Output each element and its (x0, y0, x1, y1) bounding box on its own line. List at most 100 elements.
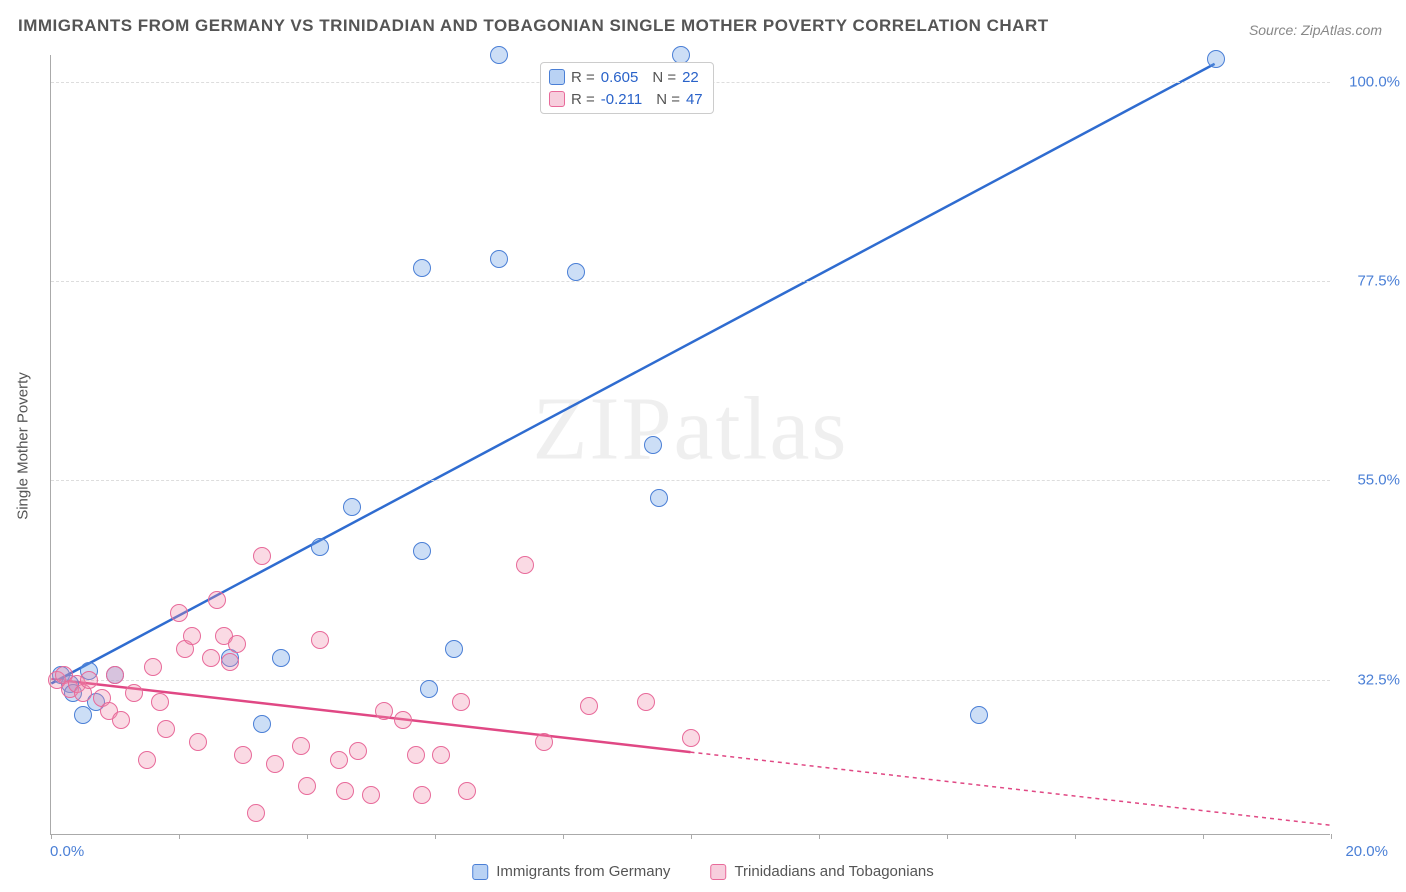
y-axis-tick: 77.5% (1340, 273, 1400, 290)
legend-swatch (710, 864, 726, 880)
scatter-point (247, 804, 265, 822)
legend-swatch (549, 69, 565, 85)
scatter-point (266, 755, 284, 773)
scatter-point (413, 786, 431, 804)
x-axis-tick-mark (947, 834, 948, 839)
legend-r-value: -0.211 (601, 91, 642, 108)
watermark: ZIPatlas (533, 377, 849, 480)
scatter-point (125, 684, 143, 702)
scatter-point (157, 720, 175, 738)
scatter-point (234, 746, 252, 764)
y-axis-label: Single Mother Poverty (15, 372, 32, 520)
legend-n-value: 47 (686, 91, 703, 108)
legend-r-value: 0.605 (601, 69, 639, 86)
scatter-point (682, 729, 700, 747)
scatter-point (253, 547, 271, 565)
scatter-point (644, 436, 662, 454)
legend-swatch (549, 91, 565, 107)
x-axis-tick-max: 20.0% (1345, 843, 1388, 860)
scatter-point (458, 782, 476, 800)
scatter-point (202, 649, 220, 667)
scatter-point (253, 715, 271, 733)
scatter-point (183, 627, 201, 645)
scatter-point (567, 263, 585, 281)
legend-swatch (472, 864, 488, 880)
trend-line-dashed (691, 752, 1330, 825)
scatter-point (189, 733, 207, 751)
y-axis-tick: 55.0% (1340, 472, 1400, 489)
scatter-point (311, 631, 329, 649)
scatter-point (445, 640, 463, 658)
gridline (51, 480, 1330, 481)
chart-container: IMMIGRANTS FROM GERMANY VS TRINIDADIAN A… (0, 0, 1406, 892)
scatter-point (413, 542, 431, 560)
legend-n-value: 22 (682, 69, 699, 86)
scatter-point (138, 751, 156, 769)
scatter-point (292, 737, 310, 755)
x-axis-tick-mark (435, 834, 436, 839)
x-axis-tick-mark (1203, 834, 1204, 839)
x-axis-tick-min: 0.0% (50, 843, 84, 860)
x-axis-tick-mark (1331, 834, 1332, 839)
legend-n-label: N = (652, 69, 676, 86)
trend-line-solid (51, 679, 690, 752)
legend-stats-row: R = -0.211 N = 47 (549, 88, 703, 110)
scatter-point (413, 259, 431, 277)
scatter-point (311, 538, 329, 556)
scatter-point (580, 697, 598, 715)
legend-bottom: Immigrants from Germany Trinidadians and … (472, 863, 934, 880)
legend-stats-box: R =0.605N =22R =-0.211N =47 (540, 62, 714, 114)
chart-source: Source: ZipAtlas.com (1249, 22, 1382, 38)
scatter-point (272, 649, 290, 667)
scatter-point (151, 693, 169, 711)
x-axis-tick-mark (307, 834, 308, 839)
scatter-point (170, 604, 188, 622)
x-axis-tick-mark (179, 834, 180, 839)
legend-item: Trinidadians and Tobagonians (710, 863, 933, 880)
scatter-point (535, 733, 553, 751)
trend-line-solid (51, 64, 1214, 684)
legend-r-label: R = (571, 69, 595, 86)
scatter-point (343, 498, 361, 516)
legend-r-label: R = (571, 91, 595, 108)
gridline (51, 281, 1330, 282)
y-axis-tick: 32.5% (1340, 671, 1400, 688)
scatter-point (375, 702, 393, 720)
scatter-point (452, 693, 470, 711)
scatter-point (144, 658, 162, 676)
scatter-point (490, 46, 508, 64)
chart-title: IMMIGRANTS FROM GERMANY VS TRINIDADIAN A… (18, 16, 1049, 36)
y-axis-tick: 100.0% (1340, 73, 1400, 90)
scatter-point (1207, 50, 1225, 68)
scatter-point (208, 591, 226, 609)
x-axis-tick-mark (51, 834, 52, 839)
scatter-point (80, 671, 98, 689)
scatter-point (221, 653, 239, 671)
scatter-point (432, 746, 450, 764)
scatter-point (336, 782, 354, 800)
legend-stats-row: R = 0.605 N = 22 (549, 66, 703, 88)
scatter-point (650, 489, 668, 507)
scatter-point (349, 742, 367, 760)
scatter-point (106, 666, 124, 684)
scatter-point (516, 556, 534, 574)
scatter-point (970, 706, 988, 724)
scatter-point (330, 751, 348, 769)
legend-series-name: Immigrants from Germany (496, 863, 670, 880)
legend-item: Immigrants from Germany (472, 863, 670, 880)
scatter-point (298, 777, 316, 795)
scatter-point (490, 250, 508, 268)
scatter-point (637, 693, 655, 711)
legend-n-label: N = (656, 91, 680, 108)
scatter-point (407, 746, 425, 764)
scatter-point (228, 635, 246, 653)
scatter-point (362, 786, 380, 804)
trend-lines-svg (51, 55, 1330, 834)
x-axis-tick-mark (691, 834, 692, 839)
scatter-point (394, 711, 412, 729)
scatter-point (112, 711, 130, 729)
x-axis-tick-mark (1075, 834, 1076, 839)
scatter-point (420, 680, 438, 698)
plot-area: ZIPatlas 32.5%55.0%77.5%100.0% (50, 55, 1330, 835)
legend-series-name: Trinidadians and Tobagonians (734, 863, 933, 880)
